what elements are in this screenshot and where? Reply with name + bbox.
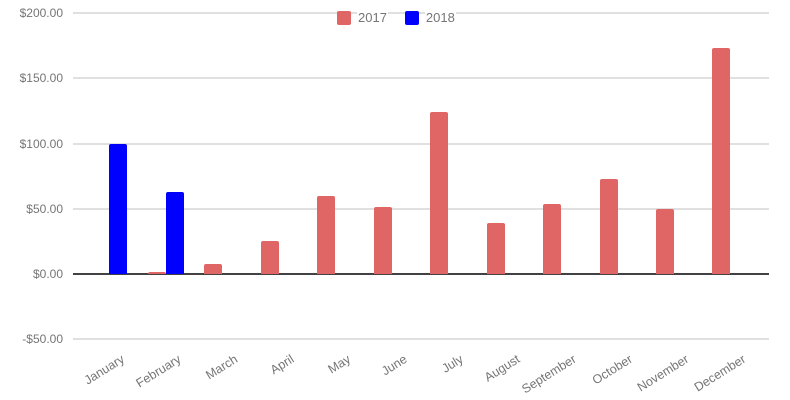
gridline-50	[73, 207, 769, 210]
bar-2017-june[interactable]	[373, 207, 392, 274]
legend-swatch-2017	[337, 10, 351, 25]
gridline-200	[73, 12, 769, 14]
legend-label-2017: 2017	[357, 10, 388, 25]
bar-2017-october[interactable]	[599, 178, 618, 274]
bar-2018-february[interactable]	[165, 191, 184, 274]
bar-2017-may[interactable]	[317, 195, 336, 274]
y-tick-label-100: $100.00	[19, 136, 63, 151]
x-label-may: May	[325, 352, 353, 377]
zero-baseline	[73, 273, 769, 275]
bar-2017-february[interactable]	[147, 272, 166, 274]
chart-legend: 2017 2018	[337, 10, 456, 25]
x-label-december: December	[691, 352, 748, 395]
bar-2017-september[interactable]	[543, 203, 562, 274]
y-tick-label-0: $0.00	[32, 267, 63, 281]
bar-2018-january[interactable]	[109, 143, 128, 274]
bar-2017-december[interactable]	[712, 48, 731, 274]
legend-item-2018[interactable]: 2018	[404, 10, 456, 25]
x-label-august: August	[481, 352, 523, 385]
legend-label-2018: 2018	[424, 10, 456, 25]
x-label-september: September	[519, 352, 579, 397]
x-label-november: November	[635, 352, 692, 395]
y-tick-label-50: $50.00	[26, 201, 63, 216]
y-tick-label-200: $200.00	[19, 6, 63, 20]
bar-2017-march[interactable]	[204, 263, 223, 274]
x-label-march: March	[202, 352, 240, 383]
legend-swatch-2018	[404, 10, 419, 25]
y-tick-label-150: $150.00	[19, 71, 63, 86]
x-label-october: October	[589, 352, 635, 388]
x-label-january: January	[81, 352, 127, 388]
x-label-february: February	[133, 352, 184, 391]
bar-2017-july[interactable]	[430, 112, 449, 274]
legend-item-2017[interactable]: 2017	[337, 10, 388, 25]
gridline--50	[73, 338, 769, 341]
bar-2017-august[interactable]	[486, 223, 505, 274]
gridline-100	[73, 142, 769, 145]
bar-2017-november[interactable]	[656, 208, 674, 274]
x-label-july: July	[439, 352, 466, 376]
x-label-june: June	[378, 352, 410, 379]
y-tick-label--50: -$50.00	[22, 332, 63, 347]
x-label-april: April	[267, 352, 297, 378]
bar-2017-april[interactable]	[260, 241, 279, 274]
gridline-150	[73, 77, 769, 80]
